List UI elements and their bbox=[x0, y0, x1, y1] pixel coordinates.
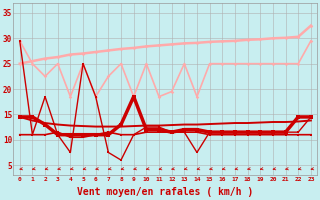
X-axis label: Vent moyen/en rafales ( km/h ): Vent moyen/en rafales ( km/h ) bbox=[77, 187, 253, 197]
